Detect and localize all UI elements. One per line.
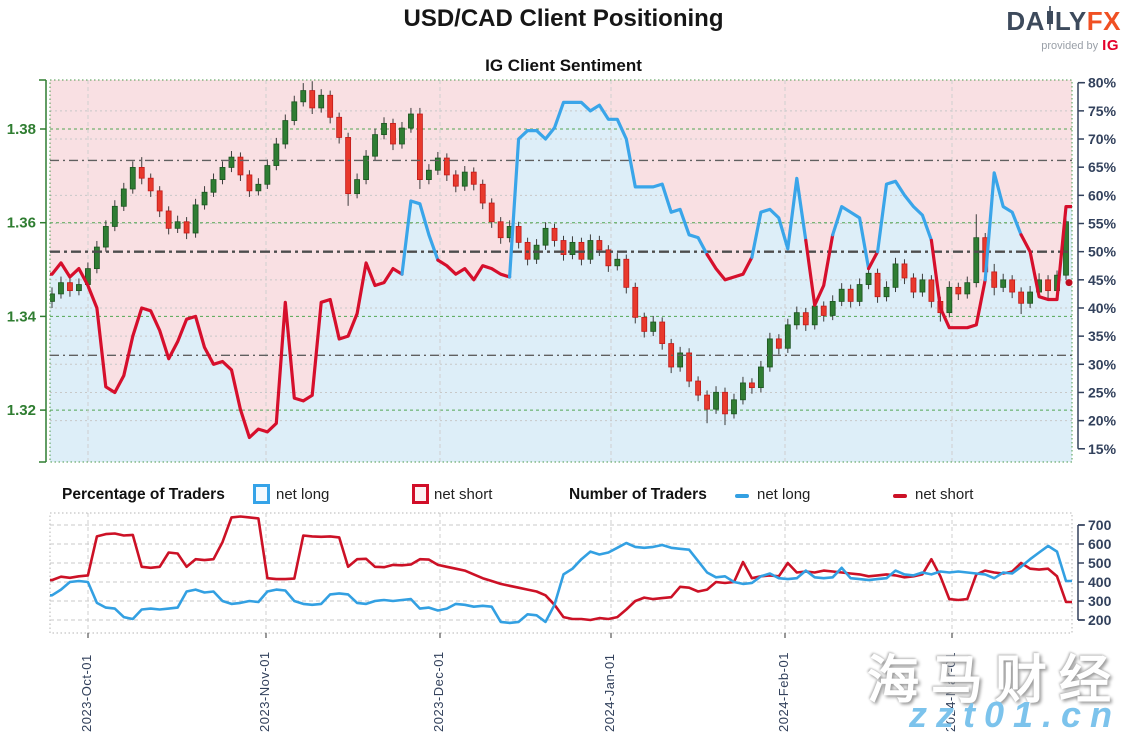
pct-axis-label: 20% [1088, 413, 1117, 429]
price-axis-label: 1.34 [7, 308, 37, 325]
price-axis-label: 1.32 [7, 402, 36, 419]
logo-text-ly: LY [1054, 6, 1087, 36]
logo-text-fx: FX [1086, 6, 1121, 36]
x-axis-label: 2024-Jan-01 [602, 653, 617, 732]
pct-axis-label: 15% [1088, 441, 1117, 457]
x-axis-label: 2023-Nov-01 [257, 651, 272, 732]
watermark-url: zzt01.cn [908, 694, 1121, 732]
pct-axis-label: 70% [1088, 131, 1117, 147]
net-short-region-fill [50, 80, 1072, 438]
x-axis-label: 2024-Feb-01 [776, 652, 791, 732]
count-axis [1077, 524, 1085, 621]
count-axis-label: 200 [1088, 612, 1112, 628]
net-long-region-fill [50, 102, 1072, 462]
legend-num-net-long-label: net long [757, 486, 811, 503]
price-axis [39, 79, 47, 463]
legend-pct-net-short-label: net short [434, 486, 493, 503]
legend-num-net-short-label: net short [915, 486, 974, 503]
legend-num-net-short-swatch [893, 494, 907, 498]
pct-axis-label: 45% [1088, 272, 1117, 288]
trader-count-lines [50, 515, 1072, 625]
watermark-text: 海马财经 [866, 652, 1123, 710]
net-short-count-line [50, 515, 1072, 622]
count-axis-label: 600 [1088, 536, 1112, 552]
count-axis-label: 700 [1088, 517, 1112, 533]
count-axis-label: 300 [1088, 593, 1112, 609]
pct-axis-label: 50% [1088, 244, 1117, 260]
net-long-count-line [50, 541, 1072, 625]
legend-pct-net-long-swatch [253, 484, 270, 504]
legend-percentage-title: Percentage of Traders [62, 486, 225, 503]
ig-logo: IG [1102, 37, 1119, 54]
pct-axis-label: 55% [1088, 216, 1117, 232]
count-axis-label: 500 [1088, 555, 1112, 571]
x-axis-label: 2023-Dec-01 [431, 651, 446, 732]
top-plot-border [49, 79, 1073, 463]
x-axis-label: 2023-Oct-01 [79, 654, 94, 732]
pct-axis-label: 80% [1088, 75, 1117, 91]
page-title: USD/CAD Client Positioning [403, 5, 724, 32]
net-long-pct-line [50, 100, 1072, 440]
pct-axis-label: 65% [1088, 159, 1117, 175]
candlestick-series [50, 81, 1069, 426]
pct-axis-label: 75% [1088, 103, 1117, 119]
provided-by-label: provided by [1041, 39, 1099, 52]
pct-axis-label: 40% [1088, 300, 1117, 316]
pct-axis-label: 25% [1088, 384, 1117, 400]
logo-candlestick-icon [1046, 6, 1054, 37]
legend-number-title: Number of Traders [569, 486, 707, 503]
legend-pct-net-short-swatch [412, 484, 429, 504]
price-axis-label: 1.38 [7, 121, 36, 138]
dailyfx-logo: DA LY FX [1006, 6, 1121, 37]
logo-text-da: DA [1006, 6, 1045, 36]
price-axis-label: 1.36 [7, 215, 36, 232]
provided-by: provided by IG [1041, 37, 1119, 54]
chart-subtitle: IG Client Sentiment [485, 56, 642, 75]
pct-axis-label: 60% [1088, 187, 1117, 203]
legend-num-net-long-swatch [735, 494, 749, 498]
count-axis-label: 400 [1088, 574, 1112, 590]
current-net-short-dot [1065, 279, 1073, 287]
legend-pct-net-long-label: net long [276, 486, 330, 503]
pct-axis-label: 30% [1088, 356, 1117, 372]
pct-axis [1077, 81, 1085, 450]
pct-axis-label: 35% [1088, 328, 1117, 344]
